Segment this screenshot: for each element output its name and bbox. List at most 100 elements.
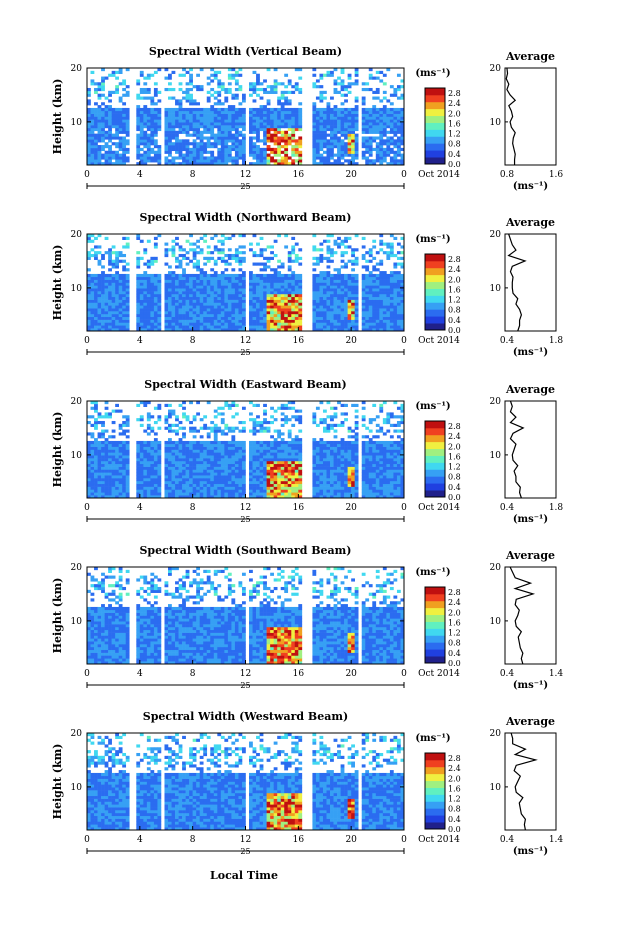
heatmap-cell (238, 273, 243, 278)
heatmap-cell (259, 127, 264, 132)
heatmap-cell (104, 460, 109, 465)
heatmap-cell (206, 325, 211, 329)
heatmap-cell (153, 153, 158, 157)
heatmap-cell (277, 122, 282, 126)
heatmap-cell (192, 85, 197, 89)
colorbar-bin (425, 309, 445, 317)
average-line (507, 233, 527, 332)
heatmap-cell (337, 130, 341, 134)
heatmap-cell (291, 299, 296, 303)
heatmap-cell (104, 105, 109, 109)
heatmap-cell (94, 125, 98, 129)
heatmap-cell (104, 325, 109, 329)
heatmap-cell (298, 107, 303, 112)
heatmap-cell (101, 79, 105, 83)
heatmap-cell (259, 296, 264, 300)
heatmap-cell (146, 308, 151, 312)
heatmap-cell (139, 122, 144, 126)
heatmap-cell (263, 285, 267, 289)
heatmap-cell (217, 455, 222, 459)
heatmap-cell (344, 279, 348, 283)
heatmap-cell (168, 276, 172, 280)
heatmap-cell (94, 293, 98, 298)
heatmap-cell (90, 162, 95, 166)
heatmap-cell (227, 130, 232, 134)
heatmap-cell (189, 299, 193, 303)
heatmap-cell (104, 449, 109, 453)
heatmap-cell (361, 285, 366, 289)
heatmap-cell (234, 489, 239, 493)
heatmap-cell (298, 328, 303, 332)
heatmap-cell (231, 145, 236, 149)
heatmap-cell (90, 82, 95, 86)
heatmap-cell (153, 483, 158, 487)
heatmap-cell (231, 107, 236, 112)
heatmap-cell (122, 162, 127, 166)
heatmap-cell (157, 291, 162, 295)
heatmap-cell (122, 142, 127, 146)
heatmap-cell (291, 119, 296, 123)
heatmap-cell (101, 265, 105, 269)
heatmap-cell (322, 305, 327, 309)
heatmap-cell (365, 325, 370, 329)
heatmap-cell (294, 153, 299, 157)
heatmap-cell (146, 466, 151, 470)
heatmap-cell (252, 85, 257, 89)
heatmap-cell (111, 311, 116, 315)
heatmap-cell (168, 412, 172, 416)
heatmap-cell (249, 322, 253, 326)
heatmap-cell (171, 313, 176, 318)
heatmap-cell (101, 147, 105, 152)
colorbar-tick-label: 1.6 (448, 285, 461, 294)
heatmap-cell (351, 82, 355, 86)
heatmap-cell (136, 472, 141, 476)
heatmap-cell (365, 130, 370, 134)
heatmap-cell (256, 293, 260, 298)
heatmap-cell (294, 322, 299, 326)
heatmap-cell (368, 259, 373, 263)
heatmap-cell (354, 328, 359, 332)
heatmap-cell (178, 107, 183, 112)
heatmap-cell (400, 313, 405, 318)
heatmap-cell (340, 145, 345, 149)
heatmap-cell (249, 153, 253, 157)
heatmap-cell (220, 282, 225, 286)
heatmap-cell (199, 492, 204, 496)
heatmap-cell (199, 85, 204, 89)
heatmap-cell (168, 443, 172, 447)
heatmap-cell (259, 105, 264, 109)
heatmap-cell (315, 113, 320, 117)
heatmap-cell (396, 85, 401, 89)
heatmap-cell (333, 296, 338, 300)
heatmap-cell (361, 265, 366, 269)
heatmap-cell (287, 127, 292, 132)
colorbar-frame (424, 87, 446, 165)
heatmap-cell (199, 147, 204, 152)
heatmap-cell (319, 136, 324, 140)
heatmap-cell (249, 296, 253, 300)
heatmap-cell (319, 139, 324, 143)
heatmap-cell (192, 256, 197, 260)
heatmap-cell (337, 90, 341, 94)
heatmap-cell (227, 452, 232, 456)
heatmap-cell (115, 325, 119, 329)
heatmap-cell (164, 322, 169, 326)
heatmap-cell (217, 440, 222, 445)
heatmap-cell (90, 486, 95, 490)
heatmap-cell (153, 492, 158, 496)
heatmap-cell (175, 449, 179, 453)
heatmap-cell (87, 420, 91, 425)
heatmap-vertical (87, 68, 405, 166)
heatmap-cell (234, 93, 239, 97)
heatmap-cell (143, 271, 148, 275)
heatmap-cell (94, 319, 98, 323)
heatmap-cell (150, 302, 155, 306)
heatmap-cell (400, 79, 405, 83)
heatmap-cell (146, 322, 151, 326)
heatmap-cell (213, 458, 218, 462)
heatmap-cell (94, 136, 98, 140)
heatmap-cell (326, 107, 331, 112)
heatmap-cell (108, 305, 112, 309)
heatmap-cell (175, 285, 179, 289)
heatmap-cell (94, 87, 98, 92)
